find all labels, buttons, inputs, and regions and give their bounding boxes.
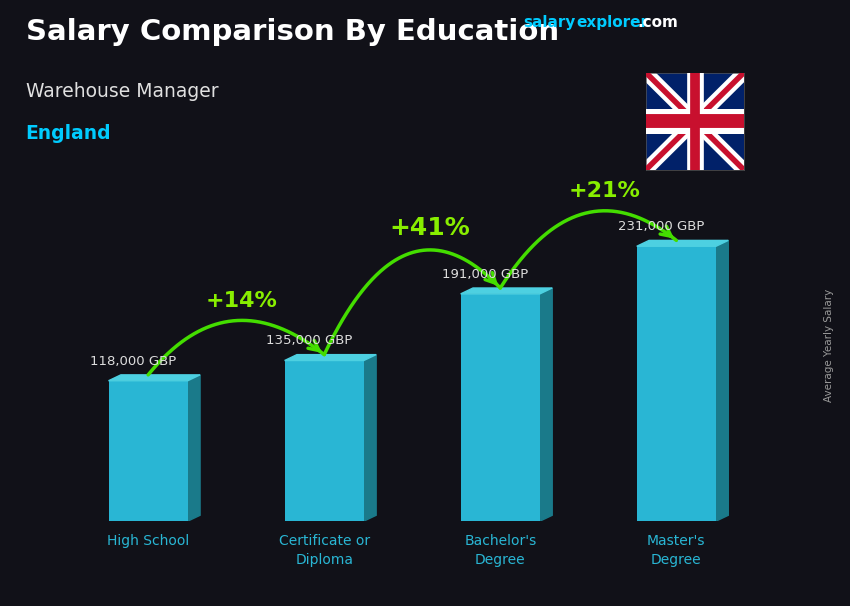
Text: explorer: explorer xyxy=(576,15,649,30)
Polygon shape xyxy=(109,375,200,381)
Text: Master's
Degree: Master's Degree xyxy=(647,534,706,567)
Text: High School: High School xyxy=(107,534,190,548)
Polygon shape xyxy=(188,375,200,521)
Bar xyxy=(637,246,716,521)
Polygon shape xyxy=(285,355,377,361)
Text: 135,000 GBP: 135,000 GBP xyxy=(266,335,353,347)
Text: +21%: +21% xyxy=(569,181,641,201)
Bar xyxy=(285,361,364,521)
Text: 231,000 GBP: 231,000 GBP xyxy=(618,220,705,233)
Text: Salary Comparison By Education: Salary Comparison By Education xyxy=(26,18,558,46)
Text: Bachelor's
Degree: Bachelor's Degree xyxy=(464,534,536,567)
Polygon shape xyxy=(637,241,728,246)
Bar xyxy=(461,294,540,521)
Text: Warehouse Manager: Warehouse Manager xyxy=(26,82,218,101)
Bar xyxy=(109,381,188,521)
Text: 118,000 GBP: 118,000 GBP xyxy=(90,355,176,368)
Text: England: England xyxy=(26,124,111,143)
Text: +41%: +41% xyxy=(389,216,470,241)
Text: 191,000 GBP: 191,000 GBP xyxy=(442,268,529,281)
Text: Average Yearly Salary: Average Yearly Salary xyxy=(824,289,834,402)
Text: Certificate or
Diploma: Certificate or Diploma xyxy=(279,534,370,567)
Text: salary: salary xyxy=(523,15,575,30)
Polygon shape xyxy=(540,288,552,521)
Polygon shape xyxy=(461,288,552,294)
Text: +14%: +14% xyxy=(206,291,278,311)
Text: .com: .com xyxy=(638,15,678,30)
Polygon shape xyxy=(364,355,377,521)
Polygon shape xyxy=(716,241,728,521)
